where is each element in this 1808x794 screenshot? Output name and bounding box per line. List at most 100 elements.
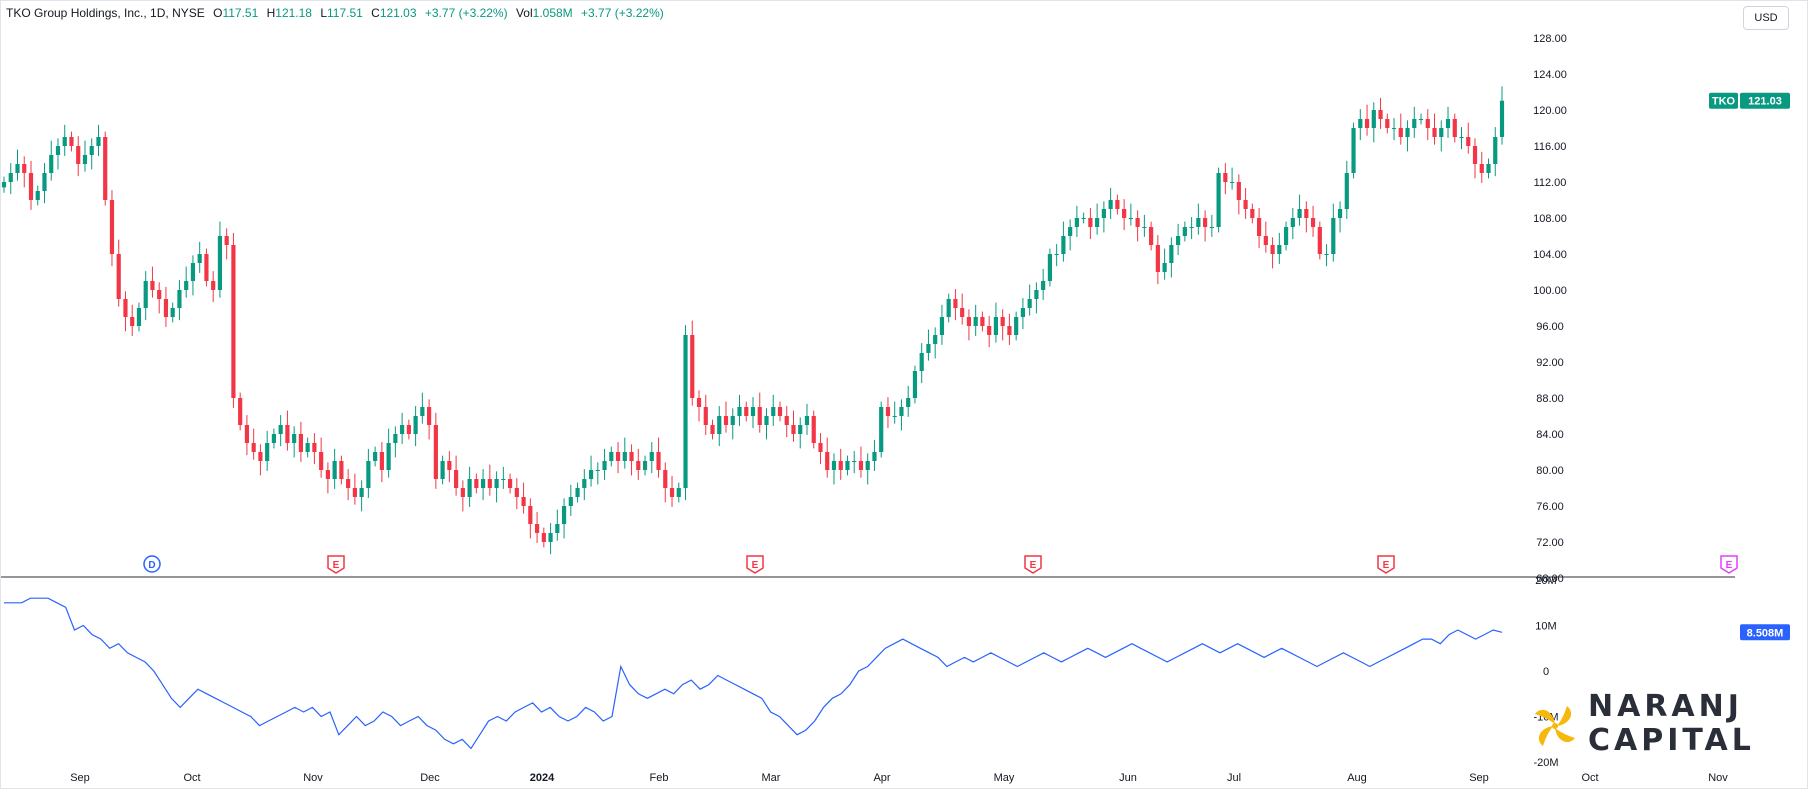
logo-line2: CAPITAL — [1588, 723, 1755, 758]
candle-body — [366, 461, 371, 488]
candle-body — [1074, 218, 1079, 227]
candle-body — [258, 452, 263, 461]
candle-body — [1061, 236, 1066, 254]
indicator-tick-label: 20M — [1535, 575, 1556, 587]
legend-high-label: H — [266, 6, 276, 20]
candle-body — [332, 461, 337, 479]
candle-body — [1452, 119, 1457, 137]
earnings-marker — [1377, 555, 1395, 574]
candle-body — [116, 254, 121, 299]
candle-body — [1378, 110, 1383, 119]
candle-body — [1499, 100, 1505, 137]
candle-body — [177, 290, 182, 308]
candle-body — [197, 254, 202, 263]
candle-body — [710, 425, 715, 434]
candle-body — [582, 479, 587, 488]
candle-body — [271, 434, 277, 443]
candle-body — [1034, 290, 1039, 299]
candle-body — [1162, 263, 1167, 272]
candle-body — [636, 461, 641, 470]
x-tick-label: Oct — [1581, 772, 1598, 784]
candle-body — [541, 533, 546, 542]
candle-body — [946, 299, 951, 317]
candle-body — [1412, 119, 1417, 128]
logo-wordmark: NARANJ CAPITAL — [1588, 690, 1755, 758]
x-tick-label: Nov — [1708, 772, 1728, 784]
candle-body — [1493, 137, 1498, 164]
candle-body — [1007, 326, 1012, 335]
candle-body — [1277, 245, 1282, 254]
candle-body — [211, 281, 216, 290]
candle-body — [1290, 218, 1295, 227]
candle-body — [1088, 218, 1093, 227]
x-tick-label: Mar — [762, 772, 781, 784]
candle-body — [76, 146, 81, 164]
price-tick-label: 96.00 — [1536, 321, 1564, 333]
candle-body — [190, 263, 196, 281]
legend-high-value: 121.18 — [275, 6, 312, 20]
x-tick-label: 2024 — [530, 772, 555, 784]
candle-body — [1115, 200, 1120, 209]
candle-body — [1, 182, 7, 188]
candle-body — [1486, 164, 1491, 173]
candle-body — [89, 146, 94, 155]
currency-selector[interactable]: USD — [1743, 6, 1789, 30]
candle-body — [1203, 218, 1208, 227]
candle-body — [521, 497, 526, 506]
event-marker-label: D — [148, 560, 155, 571]
candle-body — [1391, 128, 1397, 129]
candle-body — [757, 407, 762, 425]
candle-body — [305, 443, 310, 452]
candle-body — [1027, 299, 1032, 308]
candle-body — [966, 317, 972, 326]
candle-body — [1270, 245, 1275, 254]
candles-layer — [1, 86, 1505, 555]
event-marker-label: E — [333, 560, 340, 571]
candle-body — [588, 470, 594, 479]
candle-body — [933, 335, 938, 344]
candle-body — [1236, 182, 1241, 200]
indicator-line — [4, 597, 1503, 750]
price-tick-label: 116.00 — [1534, 141, 1567, 153]
event-marker-label: E — [1030, 560, 1037, 571]
candle-body — [1223, 173, 1228, 182]
legend-volume-value: 1.058M — [532, 6, 573, 20]
candle-body — [892, 416, 897, 417]
candle-body — [1149, 227, 1154, 245]
symbol-legend[interactable]: TKO Group Holdings, Inc., 1D, NYSE O117.… — [6, 6, 664, 20]
candle-body — [845, 461, 850, 470]
candle-body — [1418, 119, 1424, 120]
candle-body — [184, 281, 189, 290]
x-tick-label: Feb — [650, 772, 669, 784]
candle-body — [292, 434, 297, 443]
candle-body — [420, 407, 425, 416]
indicator-tick-label: 10M — [1535, 621, 1556, 633]
earnings-marker — [1024, 555, 1042, 574]
candle-body — [69, 137, 74, 146]
candle-body — [1371, 110, 1376, 128]
candle-body — [1182, 227, 1187, 236]
candle-body — [629, 452, 634, 461]
candle-body — [865, 461, 870, 470]
candle-body — [784, 416, 789, 425]
x-tick-label: Apr — [873, 772, 890, 784]
earnings-marker — [327, 555, 345, 574]
candle-body — [82, 155, 88, 164]
candle-body — [764, 416, 769, 425]
candle-body — [1243, 200, 1248, 209]
candle-body — [1229, 182, 1235, 183]
candle-body — [1209, 227, 1214, 228]
x-tick-label: Dec — [420, 772, 440, 784]
candle-body — [919, 353, 924, 371]
candle-body — [285, 425, 290, 443]
candle-body — [1364, 119, 1370, 128]
candle-body — [953, 299, 958, 308]
candle-body — [136, 308, 142, 326]
candle-body — [993, 317, 999, 335]
candle-body — [676, 488, 681, 497]
candle-body — [130, 317, 135, 326]
price-tick-label: 76.00 — [1536, 501, 1564, 513]
candle-body — [55, 146, 61, 155]
